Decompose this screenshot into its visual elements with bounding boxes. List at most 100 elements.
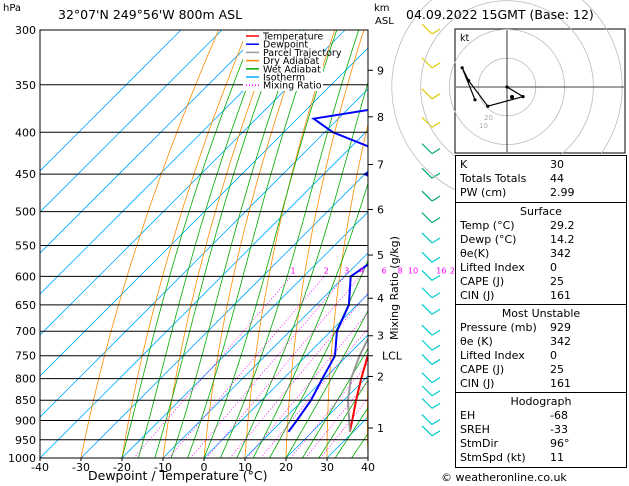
hodo-key: EH (460, 409, 476, 422)
legend-label: Parcel Trajectory (263, 48, 342, 59)
most-unstable-title: Most Unstable (501, 307, 581, 320)
wind-barb (421, 372, 433, 384)
surface-key: CAPE (J) (460, 275, 505, 288)
wind-barb-flag (431, 93, 441, 100)
isotherm-line (40, 88, 368, 418)
x-tick-label: -40 (31, 461, 49, 474)
hodograph-stats-panel: Hodograph EH -68 SREH -33 StmDir 96° StmSpd… (455, 392, 627, 468)
wind-barb (421, 385, 433, 397)
mixing-ratio-line (168, 276, 325, 458)
wet-adiabat-line (302, 347, 368, 458)
mixing-ratio-label: 8 (398, 266, 403, 275)
x-tick-label: 0 (201, 461, 208, 474)
mu-row: θe (K) 342 (460, 335, 622, 348)
hodo-row: StmSpd (kt) 11 (460, 451, 622, 464)
wind-barb (421, 397, 433, 409)
mixing-ratio-label: 4 (359, 266, 364, 275)
wind-barb (421, 251, 433, 263)
wind-barb-flag (431, 329, 441, 336)
hodo-row: StmDir 96° (460, 437, 622, 450)
hodograph-point (521, 95, 525, 99)
surface-key: Lifted Index (460, 261, 525, 274)
wind-barb-flag (431, 217, 441, 224)
wind-barb-flag (431, 195, 441, 202)
mixing-ratio-line (206, 276, 361, 458)
x-tick-label: 20 (279, 461, 293, 474)
legend-label: Mixing Ratio (263, 81, 322, 92)
wind-barb (421, 190, 433, 202)
wind-barb-flag (431, 292, 441, 299)
mixing-ratio-line (246, 311, 368, 458)
wind-barb (421, 324, 433, 336)
wind-barb (421, 269, 433, 281)
mu-row: CAPE (J) 25 (460, 363, 622, 376)
isotherm-line (40, 30, 346, 336)
surface-row: Dewp (°C) 14.2 (460, 233, 622, 246)
wind-barb (421, 303, 433, 315)
wet-adiabat-line (318, 379, 368, 458)
wind-barb-flag (431, 121, 441, 128)
index-value: 44 (550, 172, 564, 185)
wet-adiabat-line (334, 407, 368, 458)
index-key: K (460, 158, 468, 171)
hodo-key: StmSpd (kt) (460, 451, 526, 464)
wind-barb (421, 116, 433, 128)
index-value: 2.99 (550, 186, 575, 199)
dry-adiabat-line (326, 122, 368, 458)
pressure-tick-label: 850 (15, 394, 36, 407)
hodo-key: StmDir (460, 437, 499, 450)
lcl-label: LCL (382, 350, 403, 363)
dry-adiabat-line (121, 30, 248, 458)
index-value: 30 (550, 158, 564, 171)
dry-adiabat-line (203, 30, 307, 458)
surface-key: Temp (°C) (460, 219, 515, 232)
km-tick-label: 6 (377, 203, 384, 216)
isotherm-line (40, 30, 305, 295)
pressure-tick-label: 950 (15, 434, 36, 447)
mixing-ratio-label: 2 (324, 266, 329, 275)
hodograph-point (473, 98, 477, 102)
isotherm-line (40, 30, 264, 254)
dry-adiabat-line (366, 365, 368, 458)
legend-label: Dewpoint (263, 40, 308, 51)
most-unstable-panel: Most Unstable Pressure (mb) 929 θe (K) 342… (455, 304, 627, 394)
x-tick-label: -20 (113, 461, 131, 474)
storm-motion-marker (510, 95, 514, 99)
wet-adiabat-line (285, 309, 368, 458)
x-tick-label: 10 (238, 461, 252, 474)
hodo-row: SREH -33 (460, 423, 622, 436)
dry-adiabat-line (162, 30, 278, 458)
mixing-ratio-label: 10 (408, 266, 418, 275)
mixing-ratio-axis-label: Mixing Ratio (g/kg) (388, 236, 401, 340)
wind-barb-flag (431, 308, 441, 315)
isotherm-line (40, 30, 182, 172)
km-tick-label: 9 (377, 64, 384, 77)
isotherm-line (285, 375, 368, 458)
hpa-unit-label: hPa (3, 3, 22, 14)
hodograph-point (467, 79, 471, 83)
copyright-footer: © weatheronline.co.uk (441, 471, 567, 484)
wind-barb-flag (431, 148, 441, 155)
wind-barb-flag (431, 358, 441, 365)
pressure-tick-label: 350 (15, 79, 36, 92)
surface-value: 0 (550, 261, 557, 274)
wind-barb-flag (431, 377, 441, 384)
indices-panel: K 30 Totals Totals 44 PW (cm) 2.99 (455, 155, 627, 204)
km-tick-label: 2 (377, 370, 384, 383)
x-tick-label: -10 (154, 461, 172, 474)
isotherm-line (40, 129, 368, 458)
isotherm-line (162, 252, 368, 458)
dry-adiabat-line (406, 30, 451, 458)
hodo-row: EH -68 (460, 409, 622, 422)
hodograph-ring-label: 10 (479, 122, 488, 130)
hodograph-stats-title: Hodograph (510, 395, 572, 408)
wind-barb (421, 212, 433, 224)
mu-key: θe (K) (460, 335, 493, 348)
mixing-ratio-label: 6 (381, 266, 386, 275)
wind-barb (421, 232, 433, 244)
mu-key: Pressure (mb) (460, 321, 537, 334)
wind-barb (421, 23, 433, 35)
wind-barb (421, 57, 433, 69)
wind-barb (421, 354, 433, 365)
wind-barb (421, 88, 433, 100)
